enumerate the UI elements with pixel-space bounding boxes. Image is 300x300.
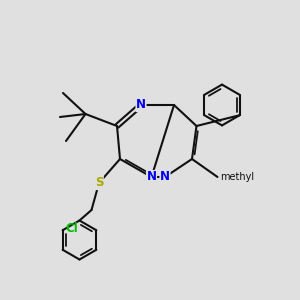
Text: methyl: methyl (220, 172, 254, 182)
Text: Cl: Cl (66, 222, 78, 235)
Text: N: N (146, 170, 157, 184)
Text: N: N (160, 170, 170, 184)
Text: S: S (95, 176, 103, 190)
Text: N: N (136, 98, 146, 112)
